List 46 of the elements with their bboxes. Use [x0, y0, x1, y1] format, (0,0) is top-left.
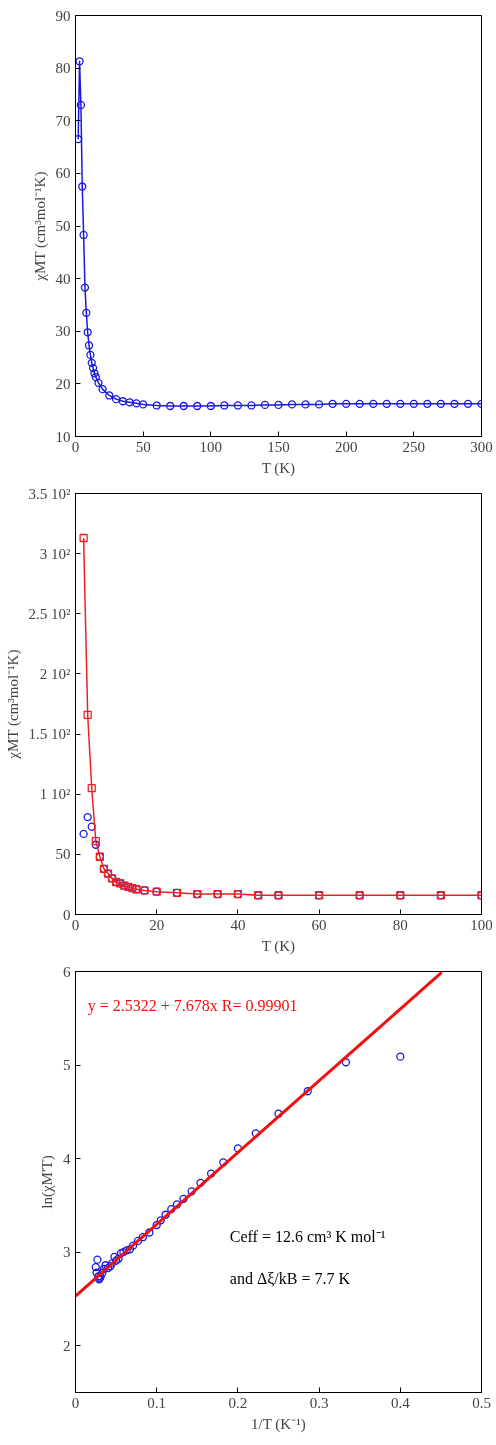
y-tick-label: 3	[63, 1244, 71, 1261]
y-tick-label: 40	[55, 270, 71, 287]
x-axis-title: T (K)	[261, 459, 296, 477]
y-tick-label: 50	[55, 218, 71, 234]
y-tick-label: 6	[63, 963, 71, 980]
y-tick-label: 80	[55, 60, 71, 77]
y-tick-label: 2 10²	[39, 665, 71, 682]
annotation: Ceff = 12.6 cm³ K mol⁻¹	[229, 1228, 386, 1246]
x-tick-label: 80	[392, 916, 408, 933]
x-tick-label: 0.1	[147, 1394, 167, 1411]
y-tick-label: 3 10²	[39, 545, 71, 562]
x-axis-title: T (K)	[261, 937, 296, 955]
y-tick-label: 5	[63, 1057, 71, 1074]
y-tick-label: 10	[55, 428, 71, 445]
x-tick-label: 20	[149, 916, 165, 933]
x-tick-label: 60	[311, 916, 327, 933]
x-tick-label: 50	[135, 438, 151, 455]
annotation: and Δξ/kB = 7.7 K	[229, 1270, 351, 1288]
x-tick-label: 200	[334, 438, 358, 455]
y-tick-label: 2	[63, 1337, 71, 1354]
x-tick-label: 100	[199, 438, 223, 455]
x-tick-label: 250	[402, 438, 426, 455]
y-axis-title: χMT (cm³mol⁻¹K)	[4, 649, 22, 760]
x-tick-label: 300	[470, 438, 493, 455]
x-tick-label: 0.2	[228, 1394, 248, 1411]
y-tick-label: 1 10²	[39, 786, 71, 803]
y-tick-label: 70	[55, 112, 71, 129]
y-tick-label: 20	[55, 375, 71, 392]
annotation: y = 2.5322 + 7.678x R= 0.99901	[87, 996, 298, 1015]
y-tick-label: 2.5 10²	[28, 605, 71, 622]
y-tick-label: 50	[55, 846, 71, 863]
y-tick-label: 4	[63, 1150, 71, 1167]
y-tick-label: 90	[55, 7, 71, 24]
x-tick-label: 150	[267, 438, 290, 455]
y-axis-title: χMT (cm³mol⁻¹K)	[31, 171, 49, 282]
x-tick-label: 0.3	[309, 1394, 329, 1411]
y-axis-title: ln(χM'T)	[39, 1155, 56, 1209]
y-tick-label: 60	[55, 165, 71, 182]
x-axis-title: 1/T (K⁻¹)	[251, 1415, 306, 1433]
x-tick-label: 0.4	[390, 1394, 411, 1411]
x-tick-label: 100	[470, 916, 493, 933]
x-tick-label: 0.5	[472, 1394, 491, 1411]
y-tick-label: 3.5 10²	[28, 485, 71, 502]
y-tick-label: 30	[55, 323, 71, 340]
x-tick-label: 40	[230, 916, 246, 933]
y-tick-label: 1.5 10²	[28, 726, 71, 743]
